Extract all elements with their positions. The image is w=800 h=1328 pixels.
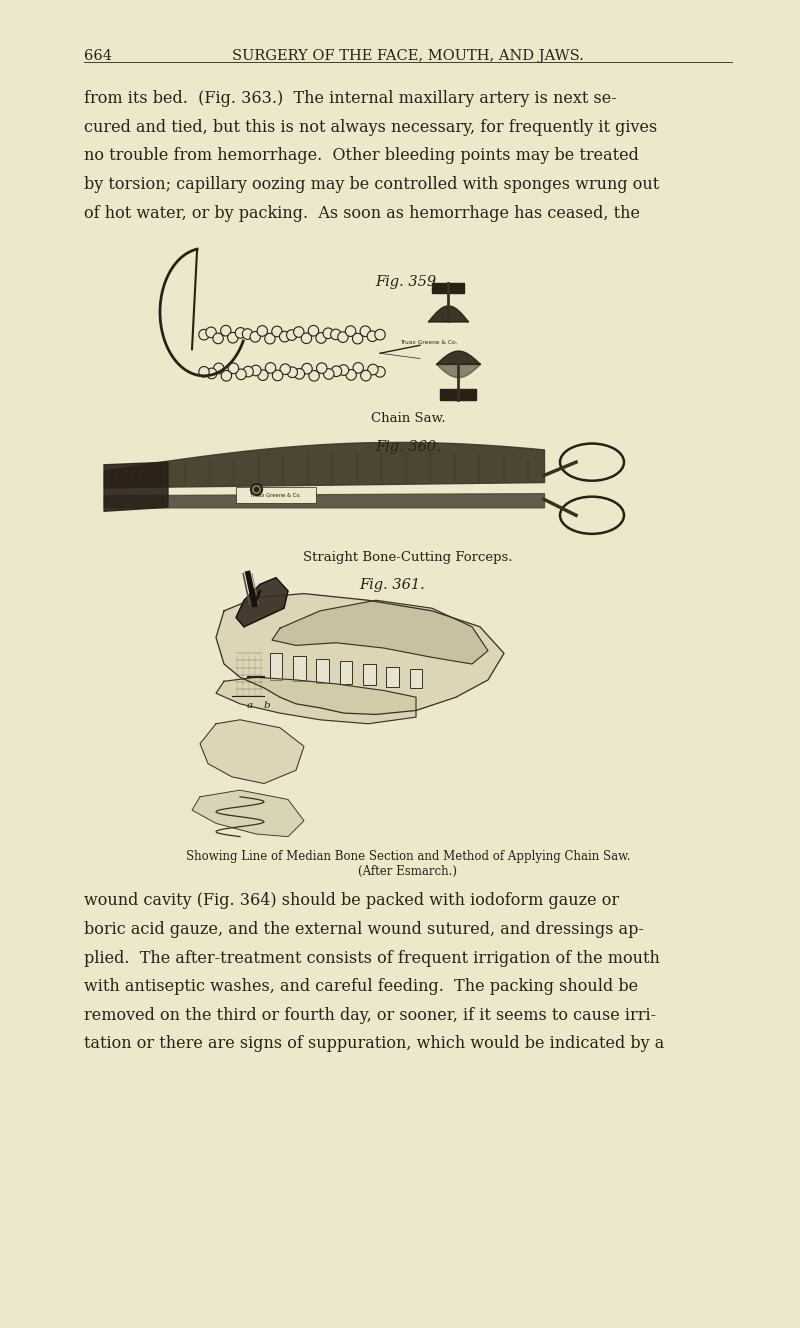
Ellipse shape xyxy=(280,364,290,374)
Text: b: b xyxy=(264,701,270,710)
Ellipse shape xyxy=(317,363,327,373)
Polygon shape xyxy=(216,677,416,724)
Ellipse shape xyxy=(368,364,378,374)
Ellipse shape xyxy=(221,371,231,381)
Text: Straight Bone-Cutting Forceps.: Straight Bone-Cutting Forceps. xyxy=(303,551,513,564)
Ellipse shape xyxy=(294,368,305,378)
Ellipse shape xyxy=(316,332,326,343)
Text: Fig. 360.: Fig. 360. xyxy=(375,440,441,454)
Text: no trouble from hemorrhage.  Other bleeding points may be treated: no trouble from hemorrhage. Other bleedi… xyxy=(84,147,639,165)
Ellipse shape xyxy=(346,369,356,380)
Text: Fig. 361.: Fig. 361. xyxy=(359,578,425,592)
Ellipse shape xyxy=(338,365,349,376)
Text: cured and tied, but this is not always necessary, for frequently it gives: cured and tied, but this is not always n… xyxy=(84,118,658,135)
Ellipse shape xyxy=(330,329,341,340)
Polygon shape xyxy=(200,720,304,784)
Text: a: a xyxy=(246,701,253,710)
Ellipse shape xyxy=(257,325,267,336)
Text: Fig. 359.: Fig. 359. xyxy=(375,275,441,290)
Text: removed on the third or fourth day, or sooner, if it seems to cause irri-: removed on the third or fourth day, or s… xyxy=(84,1007,656,1024)
Ellipse shape xyxy=(353,363,363,373)
Ellipse shape xyxy=(272,327,282,337)
Ellipse shape xyxy=(323,328,334,339)
Bar xyxy=(316,659,329,683)
Ellipse shape xyxy=(199,367,210,377)
Bar xyxy=(363,664,376,685)
Text: tation or there are signs of suppuration, which would be indicated by a: tation or there are signs of suppuration… xyxy=(84,1036,664,1052)
Ellipse shape xyxy=(302,364,312,374)
Ellipse shape xyxy=(367,331,378,341)
Ellipse shape xyxy=(228,363,238,373)
Ellipse shape xyxy=(236,369,246,380)
Ellipse shape xyxy=(286,329,297,340)
Ellipse shape xyxy=(228,332,238,343)
Bar xyxy=(236,487,316,503)
Polygon shape xyxy=(216,594,504,714)
Ellipse shape xyxy=(272,371,282,381)
Text: Chain Saw.: Chain Saw. xyxy=(370,412,446,425)
Ellipse shape xyxy=(360,325,370,336)
Ellipse shape xyxy=(258,369,268,380)
Polygon shape xyxy=(432,283,464,293)
Text: by torsion; capillary oozing may be controlled with sponges wrung out: by torsion; capillary oozing may be cont… xyxy=(84,175,659,193)
Ellipse shape xyxy=(242,329,253,340)
Bar xyxy=(410,669,422,688)
Text: boric acid gauze, and the external wound sutured, and dressings ap-: boric acid gauze, and the external wound… xyxy=(84,922,644,938)
Ellipse shape xyxy=(302,333,312,344)
Ellipse shape xyxy=(346,325,356,336)
Text: 664: 664 xyxy=(84,49,112,64)
Text: (After Esmarch.): (After Esmarch.) xyxy=(358,865,458,878)
Bar xyxy=(386,667,399,687)
Text: plied.  The after-treatment consists of frequent irrigation of the mouth: plied. The after-treatment consists of f… xyxy=(84,950,660,967)
Polygon shape xyxy=(192,790,304,837)
Ellipse shape xyxy=(250,365,261,376)
Ellipse shape xyxy=(353,333,363,344)
Ellipse shape xyxy=(338,332,348,343)
Ellipse shape xyxy=(361,371,371,381)
Text: Truax Greene & Co.: Truax Greene & Co. xyxy=(400,340,458,345)
Ellipse shape xyxy=(331,367,342,377)
Text: of hot water, or by packing.  As soon as hemorrhage has ceased, the: of hot water, or by packing. As soon as … xyxy=(84,205,640,222)
Bar xyxy=(270,653,282,680)
Ellipse shape xyxy=(266,363,276,373)
Bar xyxy=(293,656,306,681)
Ellipse shape xyxy=(206,368,217,378)
Ellipse shape xyxy=(374,367,386,377)
Ellipse shape xyxy=(243,367,254,377)
Text: from its bed.  (Fig. 363.)  The internal maxillary artery is next se-: from its bed. (Fig. 363.) The internal m… xyxy=(84,90,617,108)
Ellipse shape xyxy=(265,333,275,344)
Polygon shape xyxy=(440,389,476,400)
Ellipse shape xyxy=(308,325,318,336)
Ellipse shape xyxy=(199,329,210,340)
Ellipse shape xyxy=(287,367,298,377)
Ellipse shape xyxy=(221,325,231,336)
Polygon shape xyxy=(236,578,288,627)
Text: Truax Greene & Co.: Truax Greene & Co. xyxy=(250,493,302,498)
Bar xyxy=(339,661,352,684)
Ellipse shape xyxy=(323,369,334,380)
Text: with antiseptic washes, and careful feeding.  The packing should be: with antiseptic washes, and careful feed… xyxy=(84,977,638,995)
Ellipse shape xyxy=(206,327,216,337)
Ellipse shape xyxy=(214,363,224,373)
Ellipse shape xyxy=(213,333,223,344)
Text: Showing Line of Median Bone Section and Method of Applying Chain Saw.: Showing Line of Median Bone Section and … xyxy=(186,850,630,863)
Text: wound cavity (Fig. 364) should be packed with iodoform gauze or: wound cavity (Fig. 364) should be packed… xyxy=(84,892,619,910)
Polygon shape xyxy=(104,462,168,511)
Text: SURGERY OF THE FACE, MOUTH, AND JAWS.: SURGERY OF THE FACE, MOUTH, AND JAWS. xyxy=(232,49,584,64)
Polygon shape xyxy=(272,600,488,664)
Ellipse shape xyxy=(279,331,290,341)
Ellipse shape xyxy=(235,328,246,339)
Ellipse shape xyxy=(309,371,319,381)
Ellipse shape xyxy=(250,332,261,343)
Ellipse shape xyxy=(294,327,304,337)
Ellipse shape xyxy=(374,329,386,340)
